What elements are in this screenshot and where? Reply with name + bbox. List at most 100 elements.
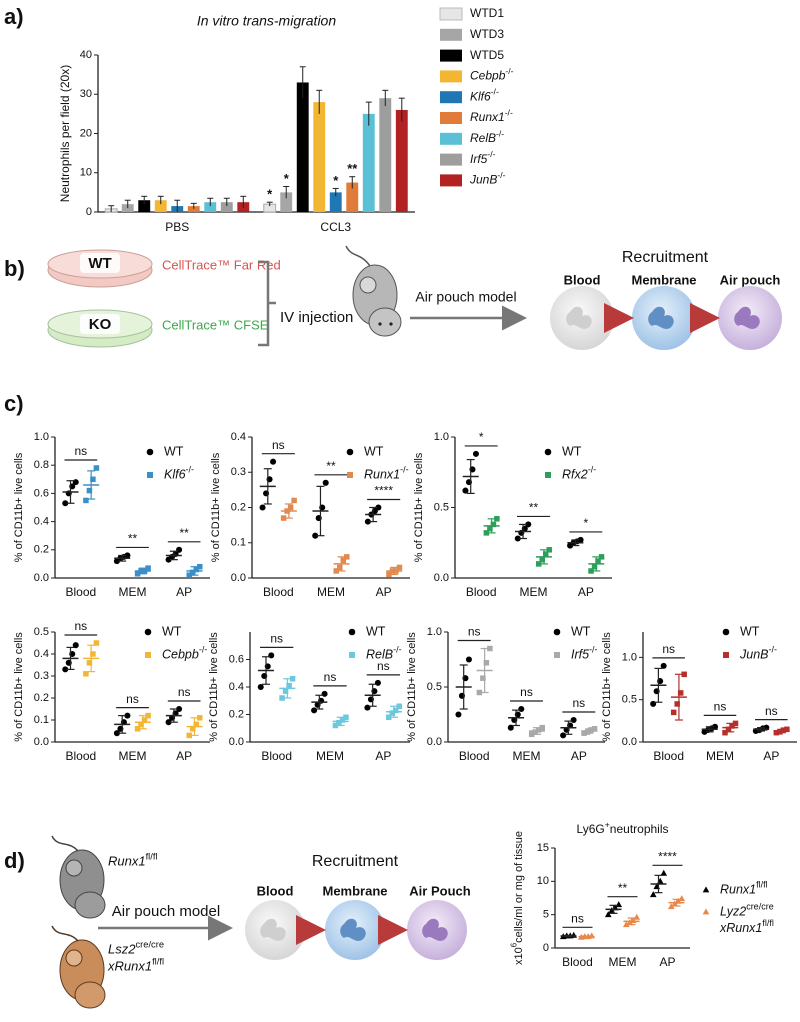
x-tick-label: MEM (317, 585, 345, 599)
legend-label: WT (571, 624, 591, 638)
data-point (465, 656, 472, 663)
mouse (51, 835, 106, 919)
mouse-label: Lsz2 (108, 941, 136, 956)
bracket (258, 260, 276, 347)
data-point (591, 726, 598, 732)
data-point (340, 557, 347, 564)
superscript: -/- (199, 644, 208, 654)
bar (313, 102, 326, 212)
data-point (595, 558, 601, 564)
chart: 0.0 0.2 0.4 0.6 Blood ns MEM ns AP ns WT RelB -/- % o… (208, 624, 410, 763)
y-axis-label: % of CD11b+ live cells (13, 632, 25, 742)
legend-label: WTD3 (470, 27, 504, 41)
y-tick-label: 10 (537, 875, 549, 887)
data-point (528, 731, 535, 738)
data-point (190, 569, 196, 576)
legend-label: Runx1 -/- (364, 464, 409, 481)
data-point (604, 911, 612, 918)
chart: 0.0 0.1 0.2 0.3 0.4 0.5 Blood ns MEM ns AP ns WT Cebp… (13, 619, 210, 763)
stage-label: Air Pouch (409, 883, 470, 898)
legend-label: WT (562, 444, 582, 458)
y-tick-label: 20 (80, 127, 92, 139)
legend-label: RelB -/- (470, 128, 504, 145)
stage-label: Blood (564, 272, 601, 287)
y-tick-label: 15 (537, 842, 549, 854)
legend-marker (544, 448, 552, 456)
legend-label: WT (164, 444, 184, 458)
data-point (268, 652, 275, 659)
dish-label-bg (80, 253, 120, 273)
legend-label: WTD3 (470, 27, 504, 41)
data-point (591, 563, 598, 570)
legend-marker (347, 472, 353, 478)
y-tick-label: 0.8 (34, 459, 49, 471)
significance: ** (347, 161, 358, 176)
data-point (339, 717, 346, 723)
legend-marker (702, 908, 710, 915)
data-point (333, 568, 340, 574)
x-tick-label: MEM (706, 749, 734, 763)
data-point (190, 726, 196, 732)
data-point (570, 716, 577, 724)
y-tick-label: 0.6 (229, 653, 244, 665)
data-point (113, 730, 120, 737)
y-axis-label: % of CD11b+ live cells (601, 632, 613, 742)
x-tick-label: Blood (263, 585, 294, 599)
data-point (678, 895, 686, 902)
data-point (773, 729, 780, 736)
data-point (287, 504, 294, 511)
x-tick-label: Blood (653, 749, 684, 763)
x-tick-label: MEM (119, 585, 147, 599)
data-point (337, 564, 343, 571)
legend-label: WT (364, 444, 384, 458)
bar (395, 109, 408, 212)
chart-title: neutrophils (610, 822, 669, 836)
y-tick-label: 1.0 (434, 431, 449, 443)
data-point (332, 722, 339, 729)
chart-title: Ly6G (576, 822, 604, 836)
x-tick-label: Blood (65, 585, 96, 599)
significance: ** (326, 459, 336, 473)
significance: ns (468, 625, 481, 639)
data-point (542, 551, 549, 557)
significance: ns (572, 696, 585, 710)
legend-swatch (440, 28, 462, 41)
legend-marker (722, 628, 730, 636)
legend-label: Irf5 (571, 647, 589, 661)
x-tick-label: Blood (466, 585, 497, 599)
data-point (291, 497, 297, 504)
chart-title: In vitro trans-migration (197, 13, 336, 29)
legend-label: WT (571, 624, 591, 638)
data-point (336, 720, 342, 726)
y-tick-label: 1.0 (34, 431, 49, 443)
legend-label: JunB -/- (469, 170, 506, 187)
data-point (546, 547, 552, 553)
superscript: -/- (491, 87, 499, 97)
data-point (674, 701, 680, 707)
data-point (777, 729, 783, 735)
significance: ns (272, 438, 285, 452)
significance: * (583, 516, 588, 530)
data-point (141, 717, 148, 723)
dish-label-bg (80, 314, 120, 334)
legend-swatch (440, 153, 462, 166)
legend-marker (346, 448, 354, 456)
significance: * (284, 171, 290, 186)
legend-label: Cebpb (162, 647, 199, 661)
data-point (535, 727, 542, 733)
data-point (311, 707, 318, 714)
y-tick-label: 1.0 (427, 626, 442, 638)
legend-label: WT (364, 444, 384, 458)
legend-label: Cebpb -/- (162, 644, 207, 661)
legend-label: Rfx2 (562, 467, 588, 481)
x-tick-label: AP (375, 749, 391, 763)
nucleus (566, 306, 592, 329)
y-tick-label: 0.3 (34, 670, 49, 682)
superscript: -/- (400, 464, 409, 474)
data-point (145, 712, 151, 719)
y-axis-label: Neutrophils per field (20x) (58, 65, 72, 202)
mouse-label: Lsz2 cre/cre xRunx1 fl/fl (107, 939, 164, 973)
legend-label: JunB -/- (739, 644, 777, 661)
y-tick-label: 0.2 (34, 544, 49, 556)
superscript: + (605, 819, 610, 829)
